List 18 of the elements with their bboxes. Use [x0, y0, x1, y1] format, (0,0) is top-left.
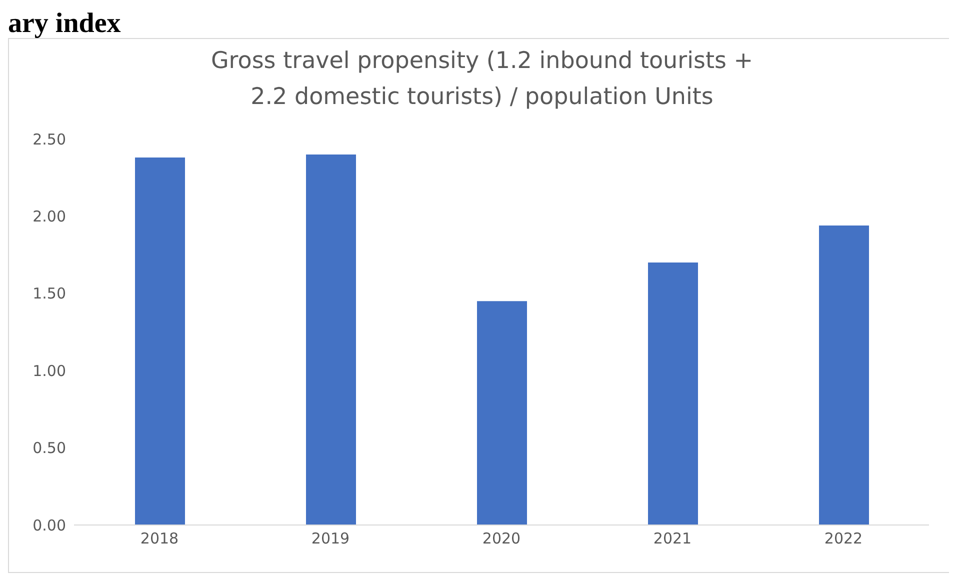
x-tick-label: 2021	[653, 530, 692, 548]
y-tick-label: 0.00	[32, 516, 66, 534]
x-tick-label: 2018	[140, 530, 179, 548]
bar	[819, 225, 869, 525]
bar	[306, 154, 356, 525]
x-tick-label: 2022	[824, 530, 863, 548]
bar	[477, 301, 527, 525]
y-tick-label: 0.50	[32, 439, 66, 458]
text: ary index	[8, 8, 121, 40]
bar	[648, 262, 698, 525]
x-tick-label: 2020	[482, 530, 521, 548]
y-tick-label: 1.00	[32, 362, 66, 380]
y-tick-label: 1.50	[32, 284, 66, 303]
x-tick-label: 2019	[311, 530, 350, 548]
bar	[135, 158, 185, 525]
chart-title: Gross travel propensity (1.2 inbound tourists + 2.2 domestic tourists) / population Units	[210, 47, 754, 112]
y-tick-label: 2.50	[32, 130, 66, 148]
y-tick-label: 2.00	[32, 208, 66, 226]
